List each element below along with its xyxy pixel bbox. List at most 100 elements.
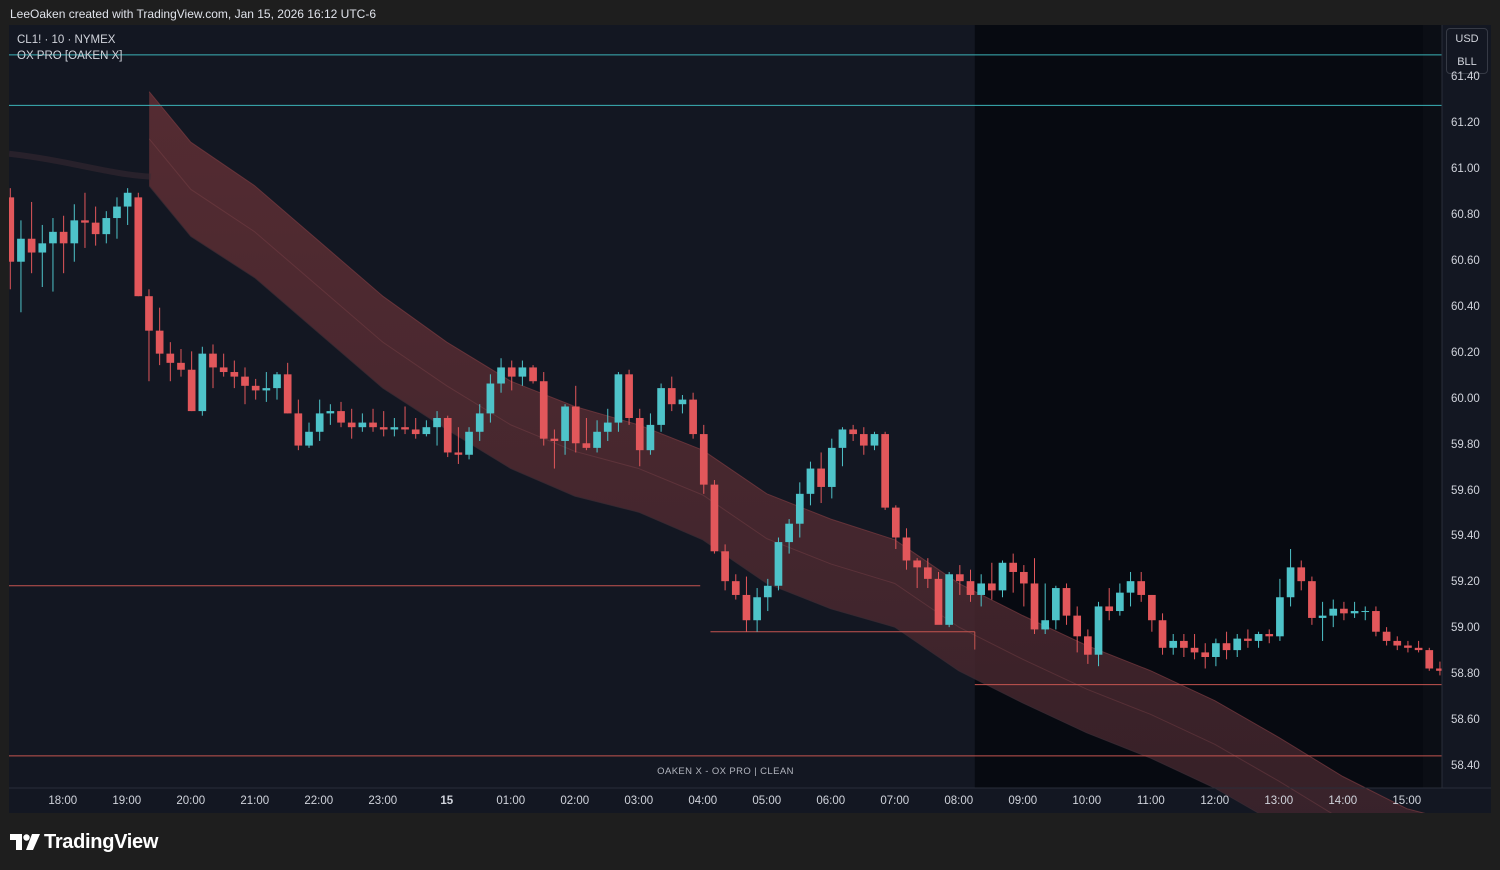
candle-body: [1020, 571, 1028, 584]
candle-body: [678, 399, 687, 405]
time-tick-label: 10:00: [1072, 795, 1102, 807]
brand-name: TradingView: [44, 830, 159, 853]
candle-body: [1233, 638, 1242, 651]
price-tick-label: 60.80: [1451, 208, 1480, 221]
candle-body: [1361, 611, 1370, 613]
candle-body: [966, 581, 975, 595]
candle-body: [1084, 636, 1092, 655]
candle-body: [198, 353, 207, 412]
candle-body: [1414, 647, 1423, 651]
candle-body: [9, 197, 15, 262]
candle-body: [763, 585, 772, 598]
candle-body: [390, 427, 399, 430]
candle-body: [102, 218, 111, 235]
candle-body: [27, 238, 36, 253]
price-scale-chips[interactable]: [1446, 28, 1488, 74]
candle-body: [145, 296, 153, 331]
time-tick-label: 20:00: [176, 795, 206, 807]
candle-body: [699, 434, 708, 485]
price-tick-label: 60.20: [1451, 346, 1480, 359]
candle-body: [1244, 638, 1252, 641]
candle-body: [753, 597, 761, 621]
candle-body: [1126, 581, 1135, 593]
price-tick-label: 60.40: [1451, 300, 1480, 313]
candle-body: [955, 574, 964, 582]
currency-chip[interactable]: USD: [1455, 33, 1479, 45]
candle-body: [465, 431, 473, 455]
candle-body: [614, 374, 623, 423]
trend-band-lower-edge: [148, 185, 1260, 813]
candle-body: [891, 507, 900, 538]
candle-body: [70, 220, 79, 244]
candle-body: [326, 411, 335, 414]
candle-body: [475, 413, 484, 432]
candle-body: [422, 427, 431, 435]
time-tick-label: 11:00: [1136, 795, 1165, 807]
candle-body: [1094, 606, 1103, 655]
candle-body: [315, 413, 324, 432]
candle-body: [870, 434, 879, 446]
price-scale[interactable]: 61.40 61.20 61.00 60.80 60.60 60.40 60.20 60.00…: [1445, 27, 1489, 787]
candle-body: [358, 422, 367, 428]
right-margin-shade: [1423, 25, 1442, 788]
candle-body: [81, 220, 89, 223]
legend-symbol[interactable]: CL1! · 10 · NYMEX: [17, 34, 116, 46]
price-tick-label: 58.80: [1451, 668, 1480, 681]
candle-body: [230, 372, 239, 377]
candle-body: [902, 537, 911, 561]
price-chart[interactable]: [9, 25, 1491, 813]
candle-body: [134, 197, 143, 297]
candle-body: [881, 434, 889, 508]
candle-body: [731, 581, 740, 595]
candle-body: [1372, 611, 1380, 632]
time-tick-label: 13:00: [1264, 795, 1294, 807]
candle-body: [1052, 588, 1060, 621]
scale-mode-chip[interactable]: BLL: [1457, 56, 1477, 68]
candle-body: [497, 367, 505, 384]
time-tick-label: 12:00: [1200, 795, 1230, 807]
candle-body: [113, 206, 121, 219]
candle-body: [219, 367, 228, 373]
price-tick-label: 59.00: [1451, 622, 1480, 635]
price-scale-background: [1442, 25, 1491, 788]
candle-body: [1308, 581, 1316, 618]
candle-body: [838, 429, 847, 448]
candle-body: [529, 367, 537, 382]
candle-body: [1329, 608, 1338, 616]
candle-body: [1350, 611, 1359, 614]
prior-band-trace: [9, 150, 152, 180]
candle-body: [657, 388, 665, 425]
time-axis[interactable]: 18:00 19:00 20:00 21:00 22:00 23:00 15 01:00 02:…: [9, 788, 1442, 813]
price-tick-label: 59.20: [1451, 576, 1480, 589]
chart-legend[interactable]: CL1! · 10 · NYMEX OX PRO [OAKEN X]: [17, 32, 122, 64]
candle-body: [507, 367, 516, 377]
time-tick-label: 02:00: [560, 795, 590, 807]
candle-body: [774, 542, 783, 586]
candle-body: [1158, 620, 1167, 648]
candle-body: [1276, 597, 1284, 637]
candle-body: [379, 427, 388, 430]
candle-body: [1073, 615, 1082, 637]
candle-body: [977, 583, 986, 595]
candle-body: [1041, 620, 1050, 630]
candle-body: [806, 468, 815, 494]
candle-body: [401, 427, 409, 430]
tradingview-logo[interactable]: TradingView: [10, 830, 158, 854]
time-tick-label: 23:00: [368, 795, 398, 807]
candle-body: [795, 493, 804, 524]
time-tick-label: 08:00: [944, 795, 974, 807]
candle-body: [923, 567, 932, 579]
candle-body: [1180, 640, 1188, 648]
candle-body: [913, 560, 921, 568]
candle-body: [486, 383, 495, 414]
candle-body: [1286, 567, 1295, 598]
price-tick-label: 59.80: [1451, 438, 1480, 451]
chart-credit-header: LeeOaken created with TradingView.com, J…: [10, 7, 376, 21]
chart-pane[interactable]: CL1! · 10 · NYMEX OX PRO [OAKEN X] USD B…: [9, 25, 1491, 813]
candle-body: [1201, 652, 1210, 658]
candle-body: [945, 574, 954, 625]
candle-body: [817, 468, 825, 487]
legend-indicator[interactable]: OX PRO [OAKEN X]: [17, 50, 123, 62]
candle-body: [262, 388, 271, 391]
candle-body: [1116, 592, 1124, 612]
